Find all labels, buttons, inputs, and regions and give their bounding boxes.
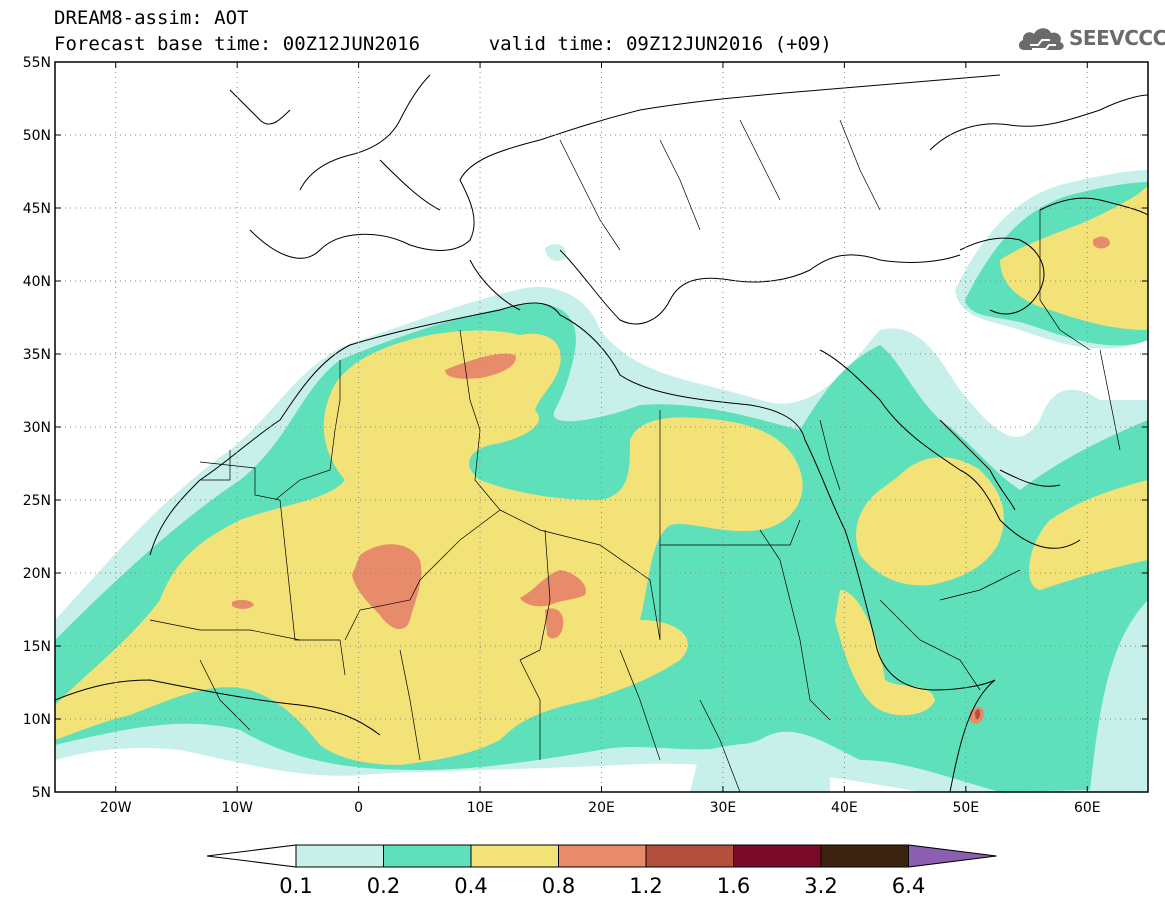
map-title: DREAM8-assim: AOT [54, 7, 249, 29]
map-field [55, 62, 1148, 792]
lon-tick-label: 10W [221, 800, 253, 816]
colorbar-swatch [820, 844, 909, 868]
lat-tick-label: 30N [23, 420, 51, 436]
aot-contour-1.2 [975, 709, 981, 720]
colorbar-label: 3.2 [804, 874, 837, 898]
colorbar-label: 0.2 [367, 874, 400, 898]
colorbar-swatch [295, 844, 384, 868]
lat-tick-label: 50N [23, 128, 51, 144]
lat-tick-label: 5N [32, 785, 51, 801]
colorbar-swatch [645, 844, 734, 868]
colorbar-swatch [383, 844, 472, 868]
lat-tick-label: 45N [23, 201, 51, 217]
aot-contour-0.8 [232, 236, 1110, 724]
lat-tick-label: 10N [23, 712, 51, 728]
aot-contour-0.4 [55, 185, 1148, 765]
colorbar-label: 1.6 [717, 874, 750, 898]
lat-tick-label: 40N [23, 274, 51, 290]
forecast-base-time: Forecast base time: 00Z12JUN2016 [54, 33, 421, 55]
colorbar-label: 0.8 [542, 874, 575, 898]
lat-tick-label: 20N [23, 566, 51, 582]
lon-tick-label: 60E [1074, 800, 1101, 816]
colorbar-label: 0.1 [279, 874, 312, 898]
lon-tick-label: 20W [100, 800, 132, 816]
colorbar-over-triangle [908, 844, 997, 868]
lat-tick-label: 55N [23, 55, 51, 71]
lon-tick-label: 0 [354, 800, 363, 816]
colorbar-label: 0.4 [454, 874, 487, 898]
colorbar-swatch [470, 844, 559, 868]
lon-tick-label: 20E [588, 800, 615, 816]
country-borders [149, 119, 1121, 792]
colorbar-under-triangle [206, 844, 297, 868]
colorbar-label: 6.4 [892, 874, 925, 898]
valid-time: valid time: 09Z12JUN2016 (+09) [488, 33, 832, 55]
lat-tick-label: 25N [23, 493, 51, 509]
lon-tick-label: 30E [710, 800, 737, 816]
lon-tick-label: 10E [467, 800, 494, 816]
lon-tick-label: 50E [952, 800, 979, 816]
graticule [55, 62, 1148, 792]
colorbar-swatch [733, 844, 822, 868]
lon-tick-label: 40E [831, 800, 858, 816]
seevccc-logo: SEEVCCC [1016, 22, 1165, 56]
latitude-axis: 5N 10N 15N 20N 25N 30N 35N 40N 45N 50N 55N [23, 55, 1148, 801]
lat-tick-label: 35N [23, 347, 51, 363]
lat-tick-label: 15N [23, 639, 51, 655]
map-subtitle: Forecast base time: 00Z12JUN2016 valid t… [54, 34, 832, 54]
colorbar-label: 1.2 [629, 874, 662, 898]
colorbar-swatch [558, 844, 647, 868]
cloud-icon [1018, 28, 1064, 50]
logo-text: SEEVCCC [1069, 26, 1165, 50]
longitude-axis: 20W 10W 0 10E 20E 30E 40E 50E 60E [100, 62, 1101, 816]
coastlines [55, 74, 1148, 792]
